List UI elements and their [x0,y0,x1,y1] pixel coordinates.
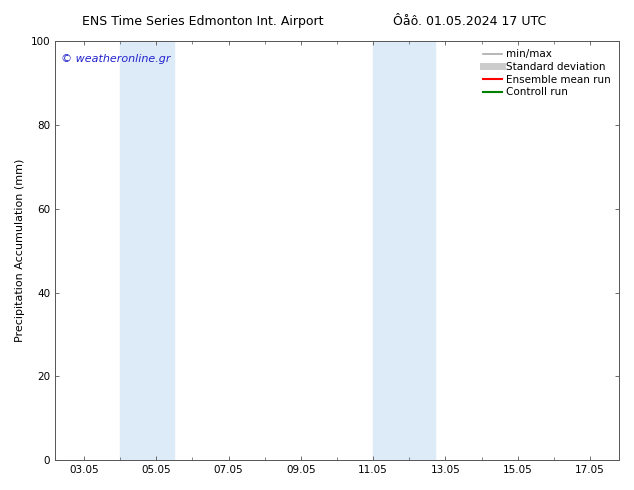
Bar [120,41,174,460]
Text: © weatheronline.gr: © weatheronline.gr [61,53,170,64]
Bar [373,41,435,460]
Text: ENS Time Series Edmonton Int. Airport: ENS Time Series Edmonton Int. Airport [82,15,324,28]
Text: Ôåô. 01.05.2024 17 UTC: Ôåô. 01.05.2024 17 UTC [393,15,547,28]
Legend: min/max, Standard deviation, Ensemble mean run, Controll run: min/max, Standard deviation, Ensemble me… [480,46,614,100]
Y-axis label: Precipitation Accumulation (mm): Precipitation Accumulation (mm) [15,159,25,343]
